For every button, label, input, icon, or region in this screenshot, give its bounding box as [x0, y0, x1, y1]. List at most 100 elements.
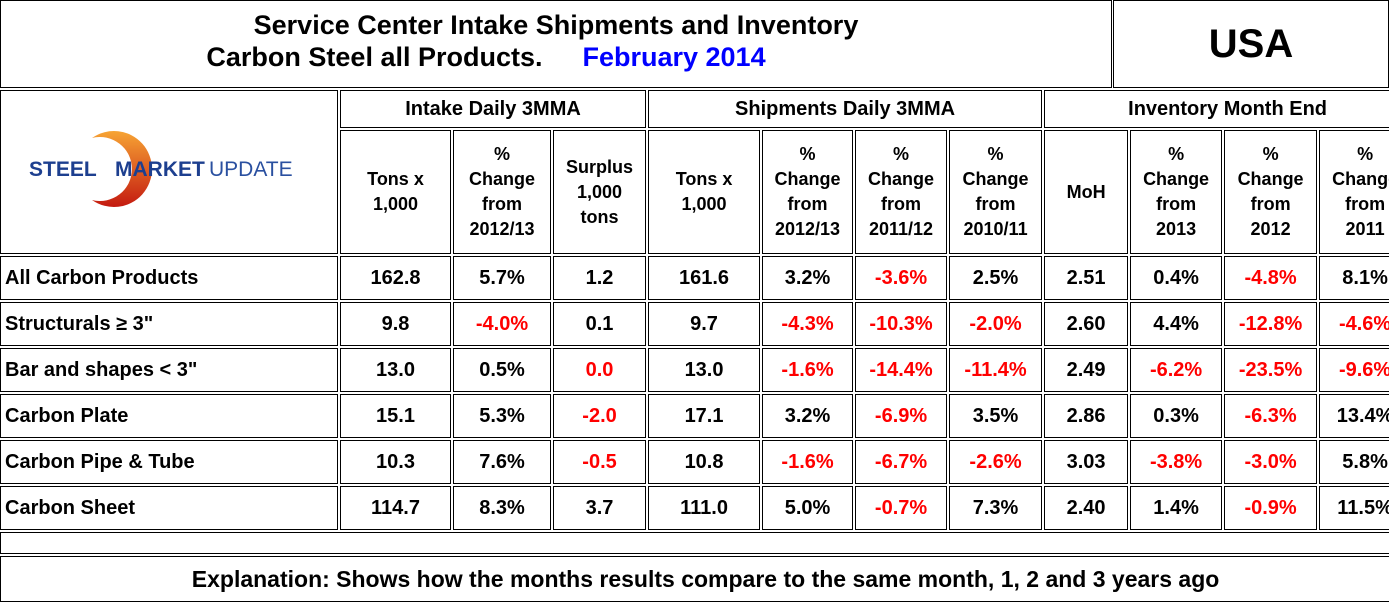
table-cell: 0.4%	[1130, 256, 1223, 300]
row-label: Carbon Plate	[0, 394, 338, 438]
row-label: All Carbon Products	[0, 256, 338, 300]
column-header-line: Tons x	[367, 169, 424, 189]
column-header-line: Change	[774, 169, 841, 189]
report-date: February 2014	[582, 42, 766, 72]
column-header-line: 1,000	[681, 194, 727, 214]
column-header: Tons x 1,000	[340, 130, 451, 254]
column-header: % Change from 2012/13	[762, 130, 854, 254]
column-header-line: from	[1345, 194, 1386, 214]
table-cell: 13.4%	[1319, 394, 1389, 438]
table-cell: 5.0%	[762, 486, 854, 530]
table-cell: -6.9%	[855, 394, 948, 438]
column-header-line: 1,000	[372, 194, 419, 214]
svg-text:UPDATE: UPDATE	[209, 158, 293, 181]
title-line1: Service Center Intake Shipments and Inve…	[253, 10, 859, 40]
table-cell: 9.8	[340, 302, 451, 346]
table-cell: 3.7	[553, 486, 647, 530]
table-cell: -3.8%	[1130, 440, 1223, 484]
table-cell: -12.8%	[1224, 302, 1318, 346]
table-cell: -4.3%	[762, 302, 854, 346]
table-cell: 10.3	[340, 440, 451, 484]
table-cell: 1.4%	[1130, 486, 1223, 530]
table-cell: -11.4%	[949, 348, 1043, 392]
column-header-line: from	[787, 194, 828, 214]
column-header-line: 2013	[1156, 219, 1197, 239]
table-cell: 3.2%	[762, 394, 854, 438]
report-title: Service Center Intake Shipments and Inve…	[0, 0, 1112, 88]
table-cell: -6.3%	[1224, 394, 1318, 438]
table-row: Bar and shapes < 3" 13.0 0.5% 0.0 13.0 -1.6% -…	[0, 348, 1389, 392]
table-row: Structurals ≥ 3" 9.8 -4.0% 0.1 9.7 -4.3% -10.3…	[0, 302, 1389, 346]
column-header-line: Change	[1143, 169, 1210, 189]
table-cell: -0.9%	[1224, 486, 1318, 530]
row-label: Bar and shapes < 3"	[0, 348, 338, 392]
table-cell: 1.2	[553, 256, 647, 300]
column-header-line: from	[482, 194, 522, 214]
column-header-line: %	[493, 144, 510, 164]
column-header-line: 2010/11	[963, 219, 1028, 239]
column-header: % Change from 2011/12	[855, 130, 948, 254]
table-cell: 17.1	[648, 394, 761, 438]
table-cell: -23.5%	[1224, 348, 1318, 392]
table-cell: 7.3%	[949, 486, 1043, 530]
column-header-line: %	[1262, 144, 1279, 164]
table-cell: -4.6%	[1319, 302, 1389, 346]
table-cell: -9.6%	[1319, 348, 1389, 392]
column-header: Tons x 1,000	[648, 130, 761, 254]
table-cell: -3.6%	[855, 256, 948, 300]
spacer-row	[0, 532, 1389, 554]
table-cell: -1.6%	[762, 348, 854, 392]
column-header-line: Change	[1237, 169, 1304, 189]
table-cell: 3.03	[1044, 440, 1129, 484]
column-header-line: Change	[468, 169, 535, 189]
title-line2: Carbon Steel all Products.	[206, 42, 543, 72]
country-label: USA	[1113, 0, 1389, 88]
table-cell: -2.6%	[949, 440, 1043, 484]
column-header-line: MoH	[1066, 181, 1106, 202]
table-row: All Carbon Products 162.8 5.7% 1.2 161.6 3.2%…	[0, 256, 1389, 300]
column-header-line: from	[975, 194, 1016, 214]
table-cell: 4.4%	[1130, 302, 1223, 346]
column-header-line: 2012/13	[774, 219, 841, 239]
table-cell: 0.0	[553, 348, 647, 392]
table-cell: 2.51	[1044, 256, 1129, 300]
table-cell: 162.8	[340, 256, 451, 300]
column-header-line: Surplus	[566, 156, 634, 177]
logo-icon: STEEL MARKET UPDATE	[29, 131, 293, 207]
column-header-line: 1,000	[576, 181, 623, 202]
table-cell: -10.3%	[855, 302, 948, 346]
table-cell: 114.7	[340, 486, 451, 530]
column-header-line: Change	[1332, 169, 1389, 189]
column-header-line: 2011/12	[868, 219, 934, 239]
table-cell: 3.2%	[762, 256, 854, 300]
group-intake: Intake Daily 3MMA	[340, 90, 647, 128]
table-cell: -14.4%	[855, 348, 948, 392]
steel-market-update-logo: STEEL MARKET UPDATE	[0, 90, 338, 254]
column-header: % Change from 2010/11	[949, 130, 1043, 254]
table-cell: 0.3%	[1130, 394, 1223, 438]
table-cell: 7.6%	[453, 440, 551, 484]
table-cell: -6.2%	[1130, 348, 1223, 392]
table-cell: 3.5%	[949, 394, 1043, 438]
column-header: MoH	[1044, 130, 1129, 254]
table-cell: -4.8%	[1224, 256, 1318, 300]
table-cell: 8.3%	[453, 486, 551, 530]
table-cell: -4.0%	[453, 302, 551, 346]
column-header-line: %	[1357, 144, 1374, 164]
table-cell: 2.40	[1044, 486, 1129, 530]
table-cell: 15.1	[340, 394, 451, 438]
table-cell: 5.7%	[453, 256, 551, 300]
table-cell: 2.49	[1044, 348, 1129, 392]
table-cell: 9.7	[648, 302, 761, 346]
table-cell: -0.5	[553, 440, 647, 484]
column-header-line: %	[799, 144, 816, 164]
column-header-line: 2011	[1345, 219, 1385, 239]
row-label: Structurals ≥ 3"	[0, 302, 338, 346]
table-cell: -3.0%	[1224, 440, 1318, 484]
column-header-line: Tons x	[675, 169, 733, 189]
group-shipments: Shipments Daily 3MMA	[648, 90, 1043, 128]
table-row: Carbon Pipe & Tube 10.3 7.6% -0.5 10.8 -1.6% -…	[0, 440, 1389, 484]
table-cell: 13.0	[340, 348, 451, 392]
svg-text:STEEL: STEEL	[29, 158, 97, 181]
table-cell: 10.8	[648, 440, 761, 484]
